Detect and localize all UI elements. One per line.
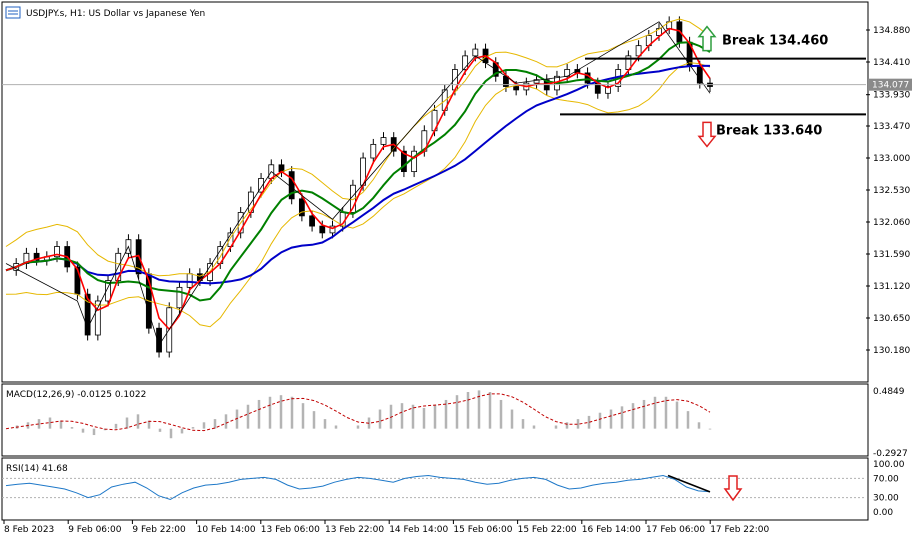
rsi-panel-frame	[1, 457, 869, 521]
candle-body	[319, 225, 326, 234]
candle-body	[54, 246, 60, 258]
candle-body	[533, 79, 540, 84]
candle-body	[105, 280, 111, 302]
candle-body	[380, 137, 387, 145]
rsi-tick-label: 100.00	[873, 460, 905, 470]
macd-tick-label: 0.4849	[873, 387, 905, 397]
price-tick-label: 133.000	[873, 154, 910, 164]
price-tick-label: 134.880	[873, 26, 910, 36]
time-tick-label: 9 Feb 22:00	[132, 525, 186, 535]
time-tick-label: 15 Feb 06:00	[453, 525, 512, 535]
price-tick-label: 130.180	[873, 346, 910, 356]
time-tick-label: 10 Feb 14:00	[197, 525, 256, 535]
candle-body	[258, 178, 264, 193]
price-tick-label: 132.060	[873, 218, 910, 228]
candle-body	[156, 327, 162, 353]
candle-body	[94, 300, 101, 336]
price-tick-label: 131.590	[873, 250, 910, 260]
macd-tick-label: -0.2927	[873, 449, 908, 459]
macd-label: MACD(12,26,9) -0.0125 0.1022	[6, 390, 146, 400]
candle-body	[176, 286, 183, 309]
breakout-levels: Break 134.460 Break 133.640	[560, 25, 866, 148]
zigzag-line	[5, 21, 711, 347]
time-tick-label: 15 Feb 22:00	[518, 525, 577, 535]
candle-body	[401, 150, 407, 173]
time-tick-label: 14 Feb 14:00	[389, 525, 448, 535]
time-tick-label: 13 Feb 06:00	[261, 525, 320, 535]
candle-body	[33, 252, 40, 261]
break-level-label: Break 134.460	[722, 34, 828, 49]
price-plot	[5, 16, 713, 358]
time-tick-label: 8 Feb 2023	[4, 525, 54, 535]
ma-slow-line	[5, 64, 711, 285]
rsi-arrow-down-icon	[723, 475, 743, 502]
break-level-label: Break 133.640	[716, 123, 822, 138]
candle-body	[278, 164, 285, 173]
time-tick-label: 17 Feb 22:00	[710, 525, 769, 535]
rsi-label: RSI(14) 41.68	[6, 464, 68, 474]
time-tick-label: 9 Feb 06:00	[68, 525, 122, 535]
candle-body	[329, 225, 336, 234]
candle-body	[462, 55, 469, 70]
axes: 134.880 134.410 133.930 133.470 133.000 132.5…	[2, 26, 912, 535]
current-price-badge	[868, 78, 912, 91]
rsi-tick-label: 30.00	[873, 494, 899, 504]
candle-body	[472, 48, 479, 57]
price-tick-label: 130.650	[873, 314, 910, 324]
candle-body	[513, 86, 520, 91]
candle-body	[23, 252, 30, 264]
candle-body	[298, 198, 305, 217]
price-tick-label: 133.930	[873, 91, 910, 101]
arrow-down-icon	[697, 121, 717, 148]
ma-fast-line	[5, 27, 711, 331]
rsi-line	[5, 474, 711, 501]
arrow-up-icon	[697, 25, 717, 52]
candle-body	[186, 273, 193, 288]
candle-body	[605, 86, 611, 94]
candle-body	[309, 215, 315, 227]
time-tick-label: 13 Feb 22:00	[325, 525, 384, 535]
rsi-plot: 100.00 70.00 30.00 0.00	[2, 460, 905, 518]
time-tick-label: 17 Feb 06:00	[646, 525, 705, 535]
chart-title: USDJPY.s, H1: US Dollar vs Japanese Yen	[26, 9, 205, 19]
chart-icon	[5, 6, 21, 19]
price-tick-label: 133.470	[873, 122, 910, 132]
macd-plot: 0.4849 -0.2927	[5, 387, 908, 459]
candle-body	[696, 65, 703, 84]
time-tick-label: 16 Feb 14:00	[582, 525, 641, 535]
current-price-label: 134.077	[872, 81, 909, 91]
candle-body	[370, 143, 377, 159]
price-tick-label: 134.410	[873, 58, 910, 68]
rsi-tick-label: 70.00	[873, 474, 899, 484]
macd-signal-line	[5, 393, 711, 432]
rsi-trendline	[667, 474, 711, 493]
candle-body	[411, 150, 418, 173]
price-tick-label: 131.120	[873, 282, 910, 292]
bollinger-lower	[5, 62, 711, 328]
rsi-tick-label: 0.00	[873, 508, 893, 518]
candle-body	[84, 293, 91, 336]
price-tick-label: 132.530	[873, 186, 910, 196]
